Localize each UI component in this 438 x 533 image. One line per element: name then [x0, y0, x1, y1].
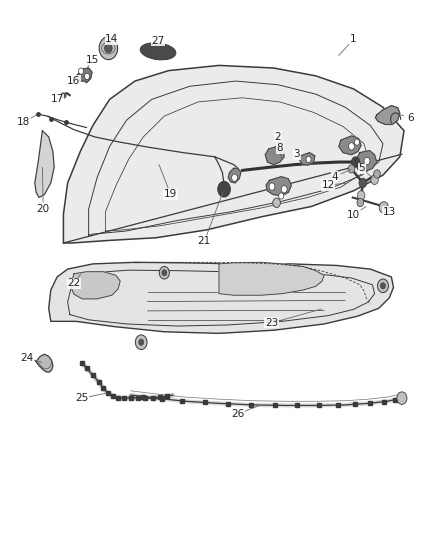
Text: 19: 19 [164, 189, 177, 199]
Text: 26: 26 [231, 409, 244, 419]
Circle shape [162, 270, 167, 276]
Polygon shape [35, 131, 54, 198]
Circle shape [381, 282, 385, 289]
Circle shape [218, 181, 230, 197]
Text: 23: 23 [265, 318, 278, 328]
Circle shape [105, 44, 112, 53]
Circle shape [357, 198, 364, 207]
Circle shape [135, 335, 147, 350]
Text: 3: 3 [293, 149, 300, 159]
Circle shape [397, 392, 407, 405]
Polygon shape [64, 66, 404, 243]
Polygon shape [228, 168, 241, 183]
Text: 13: 13 [383, 207, 396, 216]
Polygon shape [49, 262, 393, 333]
Text: 24: 24 [20, 353, 33, 363]
Circle shape [351, 157, 360, 167]
Text: 2: 2 [275, 132, 281, 142]
Circle shape [348, 165, 355, 173]
Polygon shape [75, 68, 92, 83]
Text: 27: 27 [152, 36, 165, 46]
Circle shape [371, 175, 378, 184]
Text: 12: 12 [321, 180, 335, 190]
Circle shape [357, 191, 365, 200]
Circle shape [159, 266, 170, 279]
Text: 20: 20 [37, 204, 50, 214]
Circle shape [349, 143, 354, 150]
Polygon shape [265, 147, 284, 165]
Polygon shape [356, 150, 377, 172]
Ellipse shape [140, 43, 176, 60]
Text: 14: 14 [105, 34, 118, 44]
Polygon shape [375, 106, 400, 124]
Text: 4: 4 [331, 172, 338, 182]
Circle shape [379, 201, 389, 213]
Text: 25: 25 [76, 393, 89, 403]
Text: 17: 17 [50, 94, 64, 104]
Circle shape [139, 339, 144, 345]
Circle shape [279, 193, 284, 199]
Circle shape [273, 198, 280, 207]
Circle shape [364, 157, 370, 165]
Text: 6: 6 [407, 112, 413, 123]
Circle shape [85, 73, 89, 79]
Polygon shape [300, 152, 315, 165]
Circle shape [378, 279, 389, 293]
Text: 10: 10 [347, 211, 360, 220]
Circle shape [269, 183, 275, 190]
Polygon shape [266, 176, 291, 196]
Text: 21: 21 [198, 237, 211, 246]
Text: 15: 15 [86, 55, 99, 64]
Polygon shape [219, 262, 324, 295]
Polygon shape [71, 272, 120, 299]
Circle shape [359, 178, 367, 188]
Polygon shape [36, 354, 53, 372]
Circle shape [99, 37, 118, 60]
Text: 8: 8 [277, 143, 283, 154]
Text: 16: 16 [67, 76, 81, 86]
Circle shape [78, 68, 84, 74]
Text: 5: 5 [359, 163, 365, 173]
Circle shape [232, 174, 237, 181]
Circle shape [354, 139, 360, 146]
Circle shape [374, 169, 381, 178]
Circle shape [306, 156, 311, 163]
Text: 22: 22 [67, 278, 81, 288]
Text: 1: 1 [350, 34, 357, 44]
Text: 18: 18 [17, 117, 30, 127]
Circle shape [281, 185, 287, 193]
Polygon shape [339, 136, 361, 155]
